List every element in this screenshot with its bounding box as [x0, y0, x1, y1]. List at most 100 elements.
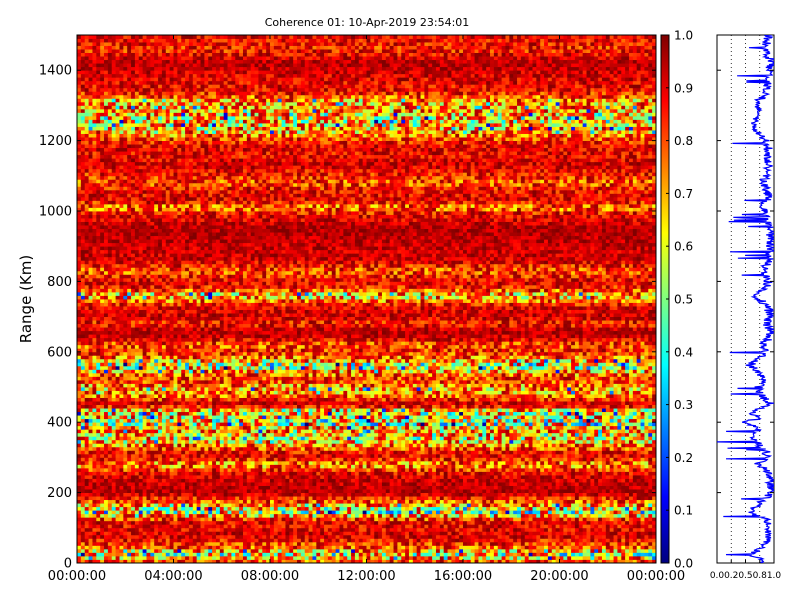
heatmap-cell — [246, 478, 252, 483]
heatmap-cell — [463, 531, 468, 536]
heatmap-cell — [208, 485, 213, 490]
heatmap-cell — [297, 453, 302, 458]
heatmap-cell — [601, 534, 607, 539]
heatmap-cell — [586, 520, 591, 525]
heatmap-cell — [617, 559, 622, 563]
heatmap-cell — [524, 552, 530, 557]
heatmap-cell — [601, 475, 607, 479]
heatmap-cell — [304, 534, 309, 539]
heatmap-cell — [188, 453, 194, 458]
heatmap-cell — [536, 531, 541, 536]
heatmap-cell — [590, 513, 595, 518]
heatmap-cell — [582, 559, 587, 563]
heatmap-cell — [270, 527, 275, 532]
heatmap-cell — [408, 453, 414, 458]
heatmap-cell — [96, 552, 101, 557]
heatmap-cell — [463, 527, 468, 532]
heatmap-cell — [544, 520, 549, 525]
heatmap-cell — [304, 482, 309, 486]
heatmap-cell — [88, 534, 93, 539]
heatmap-cell — [158, 520, 163, 525]
heatmap-cell — [146, 524, 151, 529]
heatmap-cell — [138, 538, 144, 543]
heatmap-cell — [223, 534, 228, 539]
heatmap-cell — [524, 545, 530, 550]
heatmap-cell — [428, 520, 433, 525]
heatmap-cell — [204, 450, 209, 455]
heatmap-cell — [497, 513, 502, 518]
heatmap-cell — [185, 555, 190, 560]
heatmap-cell — [466, 510, 472, 515]
heatmap-cell — [258, 552, 263, 557]
heatmap-cell — [366, 552, 371, 557]
heatmap-cell — [138, 541, 144, 546]
heatmap-cell — [192, 489, 198, 493]
heatmap-cell — [273, 499, 279, 504]
heatmap-cell — [80, 503, 86, 508]
heatmap-cell — [270, 545, 275, 550]
heatmap-cell — [636, 464, 641, 469]
heatmap-cell — [532, 517, 537, 522]
heatmap-cell — [188, 524, 194, 529]
heatmap-cell — [536, 510, 541, 515]
heatmap-cell — [127, 555, 132, 560]
heatmap-cell — [362, 555, 367, 560]
heatmap-cell — [389, 499, 394, 504]
heatmap-cell — [161, 559, 167, 563]
heatmap-cell — [652, 506, 656, 511]
heatmap-cell — [196, 496, 201, 501]
heatmap-cell — [632, 534, 638, 539]
heatmap-cell — [242, 492, 248, 497]
heatmap-cell — [370, 520, 375, 525]
heatmap-cell — [405, 520, 410, 525]
heatmap-cell — [208, 450, 213, 455]
heatmap-cell — [100, 559, 105, 563]
heatmap-cell — [412, 446, 418, 451]
heatmap-cell — [324, 527, 329, 532]
heatmap-cell — [204, 443, 209, 448]
heatmap-cell — [304, 475, 309, 479]
heatmap-cell — [96, 478, 101, 483]
heatmap-cell — [293, 464, 298, 469]
heatmap-cell — [262, 496, 267, 501]
heatmap-cell — [266, 513, 271, 518]
heatmap-cell — [416, 482, 421, 486]
heatmap-cell — [578, 471, 584, 476]
heatmap-cell — [246, 541, 252, 546]
heatmap-cell — [200, 492, 205, 497]
heatmap-cell — [378, 453, 383, 458]
heatmap-cell — [555, 503, 560, 508]
heatmap-cell — [493, 517, 499, 522]
heatmap-cell — [370, 552, 375, 557]
heatmap-cell — [185, 496, 190, 501]
heatmap-cell — [165, 538, 171, 543]
heatmap-cell — [239, 524, 244, 529]
heatmap-cell — [304, 552, 309, 557]
heatmap-cell — [289, 482, 294, 486]
heatmap-cell — [208, 538, 213, 543]
heatmap-cell — [131, 471, 136, 476]
heatmap-cell — [416, 506, 421, 511]
heatmap-cell — [231, 489, 236, 493]
heatmap-cell — [505, 517, 510, 522]
heatmap-cell — [617, 485, 622, 490]
heatmap-cell — [331, 527, 337, 532]
heatmap-cell — [439, 527, 445, 532]
heatmap-cell — [115, 510, 120, 515]
heatmap-cell — [92, 510, 97, 515]
heatmap-cell — [536, 520, 541, 525]
heatmap-cell — [470, 527, 475, 532]
heatmap-cell — [92, 499, 97, 504]
heatmap-cell — [192, 446, 198, 451]
heatmap-cell — [586, 475, 591, 479]
heatmap-cell — [300, 531, 306, 536]
heatmap-cell — [374, 534, 379, 539]
heatmap-cell — [316, 548, 321, 553]
heatmap-cell — [555, 457, 560, 462]
heatmap-cell — [351, 499, 356, 504]
heatmap-cell — [215, 443, 221, 448]
heatmap-cell — [119, 478, 124, 483]
heatmap-cell — [412, 478, 418, 483]
heatmap-cell — [277, 541, 282, 546]
heatmap-cell — [188, 520, 194, 525]
